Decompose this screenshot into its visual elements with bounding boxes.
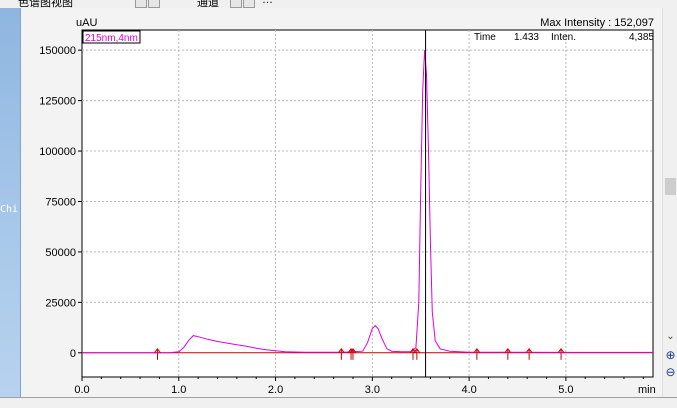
x-tick-label: 2.0 xyxy=(268,384,283,396)
x-tick-label: 5.0 xyxy=(558,384,573,396)
series-line xyxy=(82,50,653,354)
x-tick-label: 1.0 xyxy=(171,384,186,396)
baseline-marker-arrow xyxy=(154,347,161,354)
y-tick-label: 50000 xyxy=(45,247,76,259)
scrollbar-thumb[interactable] xyxy=(665,178,676,195)
channel-label: 通道 xyxy=(197,0,219,8)
vertical-scrollbar[interactable]: ⌄ ⊕ ⊖ xyxy=(662,8,677,397)
legend-box xyxy=(82,30,141,44)
baseline-markers xyxy=(154,347,565,360)
plot-frame xyxy=(81,29,654,378)
spin-arrow-button[interactable] xyxy=(135,0,147,8)
series-layer xyxy=(82,50,653,354)
y-tick-label: 125000 xyxy=(39,96,76,108)
x-axis-unit: min xyxy=(638,384,656,396)
baseline-marker-arrow xyxy=(337,347,345,354)
chevron-down-icon[interactable]: ⌄ xyxy=(666,331,675,342)
baseline-marker-arrow xyxy=(349,347,357,354)
top-toolbar: 色谱图视图 通道 … xyxy=(0,0,677,8)
y-axis-unit: uAU xyxy=(76,17,97,29)
cursor-time-value: 1.433 xyxy=(514,32,539,43)
y-axis-ticks: 0 25000 50000 75000 100000 125000 150000 xyxy=(39,45,82,360)
y-tick-label: 75000 xyxy=(45,196,76,208)
toolbar-extra: … xyxy=(262,0,273,6)
x-tick-label: 4.0 xyxy=(461,384,476,396)
x-tick-label: 3.0 xyxy=(365,384,380,396)
x-axis-ticks: 0.0 1.0 2.0 3.0 4.0 5.0 xyxy=(74,377,644,396)
max-intensity-label: Max Intensity : 152,097 xyxy=(540,17,654,29)
cursor-inten-value: 4,385 xyxy=(629,32,654,43)
legend-channel-label: 215nm,4nm xyxy=(85,33,138,44)
spin-arrow-button[interactable] xyxy=(230,0,242,8)
zoom-out-icon[interactable]: ⊖ xyxy=(665,365,676,379)
spin-arrow-button[interactable] xyxy=(148,0,160,8)
x-tick-label: 0.0 xyxy=(74,384,89,396)
y-tick-label: 0 xyxy=(70,348,76,360)
spin-arrow-button[interactable] xyxy=(243,0,255,8)
baseline-marker-arrow xyxy=(473,347,481,354)
baseline-marker-arrow xyxy=(413,347,421,354)
baseline-marker-arrow xyxy=(504,347,512,354)
chromatogram-view-tab[interactable]: 色谱图视图 xyxy=(18,0,73,8)
baseline-marker-arrow xyxy=(557,347,565,354)
left-panel-label: Chi xyxy=(0,204,19,215)
bottom-bar xyxy=(0,397,677,408)
cursor-time-label: Time xyxy=(474,32,496,43)
zoom-in-icon[interactable]: ⊕ xyxy=(665,348,676,362)
cursor-inten-label: Inten. xyxy=(551,32,576,43)
y-tick-label: 100000 xyxy=(39,146,76,158)
y-tick-label: 150000 xyxy=(39,45,76,57)
grid-lines xyxy=(82,30,653,377)
left-panel: Chi xyxy=(0,8,21,397)
baseline-marker-arrow xyxy=(525,347,533,354)
y-tick-label: 25000 xyxy=(45,297,76,309)
